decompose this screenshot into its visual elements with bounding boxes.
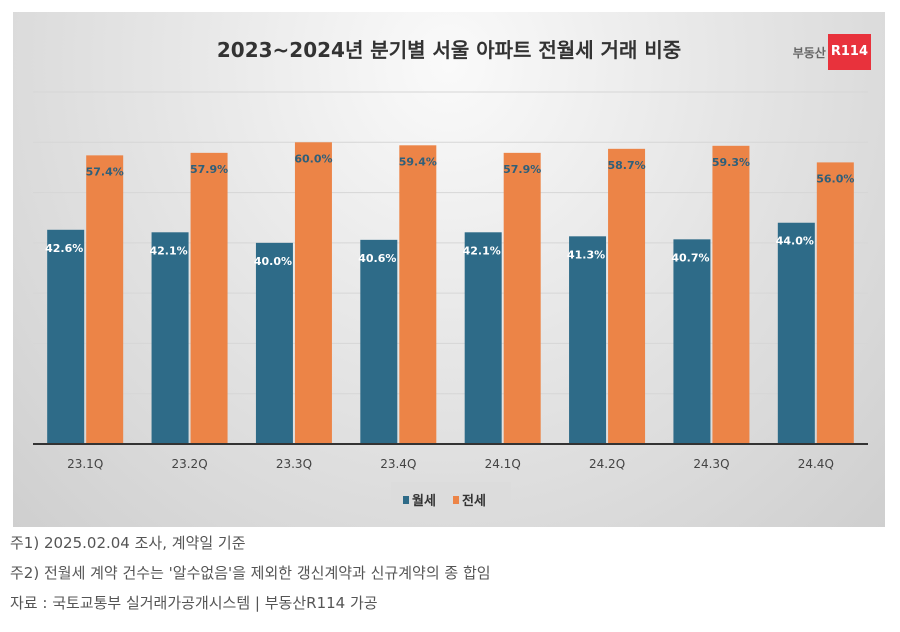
legend-label: 월세	[412, 493, 436, 509]
bar-wolse	[464, 232, 502, 444]
data-label: 40.0%	[254, 255, 292, 268]
data-label: 40.7%	[671, 251, 709, 264]
data-label: 42.1%	[463, 244, 501, 257]
bar-jeonse	[190, 152, 228, 445]
x-tick-label: 23.1Q	[67, 457, 103, 471]
bar-wolse	[569, 236, 607, 444]
data-label: 42.1%	[149, 244, 187, 257]
bar-jeonse	[503, 152, 541, 445]
bar-wolse	[673, 239, 711, 444]
x-tick-label: 24.1Q	[485, 457, 521, 471]
bar-jeonse	[608, 148, 646, 444]
bar-wolse	[777, 222, 815, 444]
legend-swatch	[453, 496, 459, 504]
logo-text: 부동산	[792, 45, 826, 60]
source-note: 자료 : 국토교통부 실거래가공개시스템 | 부동산R114 가공	[10, 594, 378, 612]
chart-panel: 2023~2024년 분기별 서울 아파트 전월세 거래 비중 부동산 R114…	[13, 12, 885, 527]
data-label: 40.6%	[358, 252, 396, 265]
bar-jeonse	[294, 142, 332, 445]
x-tick-label: 23.2Q	[171, 457, 207, 471]
bar-wolse	[255, 242, 293, 444]
data-label: 60.0%	[294, 152, 332, 165]
logo-badge: R114	[827, 34, 871, 70]
x-tick-label: 24.3Q	[693, 457, 729, 471]
note-2: 주2) 전월세 계약 건수는 '알수없음'을 제외한 갱신계약과 신규계약의 종…	[10, 564, 491, 582]
data-label: 56.0%	[816, 172, 854, 185]
data-label: 41.3%	[567, 248, 605, 261]
data-label: 57.9%	[503, 163, 541, 176]
data-label: 58.7%	[607, 159, 645, 172]
bar-wolse	[151, 232, 189, 444]
bar-jeonse	[816, 162, 854, 444]
data-label: 57.9%	[190, 163, 228, 176]
data-label: 59.4%	[399, 155, 437, 168]
x-tick-label: 23.3Q	[276, 457, 312, 471]
bar-chart: 42.6% 57.4% 23.1Q 42.1% 57.9% 23.2Q 40.0% 60.0%…	[33, 91, 868, 518]
x-tick-label: 24.2Q	[589, 457, 625, 471]
chart-title: 2023~2024년 분기별 서울 아파트 전월세 거래 비중	[216, 38, 682, 62]
legend-label: 전세	[462, 493, 486, 509]
bar-wolse	[47, 229, 85, 444]
x-tick-label: 23.4Q	[380, 457, 416, 471]
note-1: 주1) 2025.02.04 조사, 계약일 기준	[10, 534, 246, 552]
bar-jeonse	[712, 145, 750, 444]
logo: 부동산 R114	[793, 34, 871, 70]
bar-jeonse	[86, 155, 124, 445]
legend-box	[391, 482, 511, 518]
data-label: 59.3%	[712, 156, 750, 169]
bar-wolse	[360, 239, 398, 444]
bar-jeonse	[399, 145, 437, 444]
data-label: 44.0%	[776, 235, 814, 248]
x-tick-label: 24.4Q	[798, 457, 834, 471]
legend-swatch	[403, 496, 409, 504]
data-label: 42.6%	[45, 242, 83, 255]
data-label: 57.4%	[86, 165, 124, 178]
